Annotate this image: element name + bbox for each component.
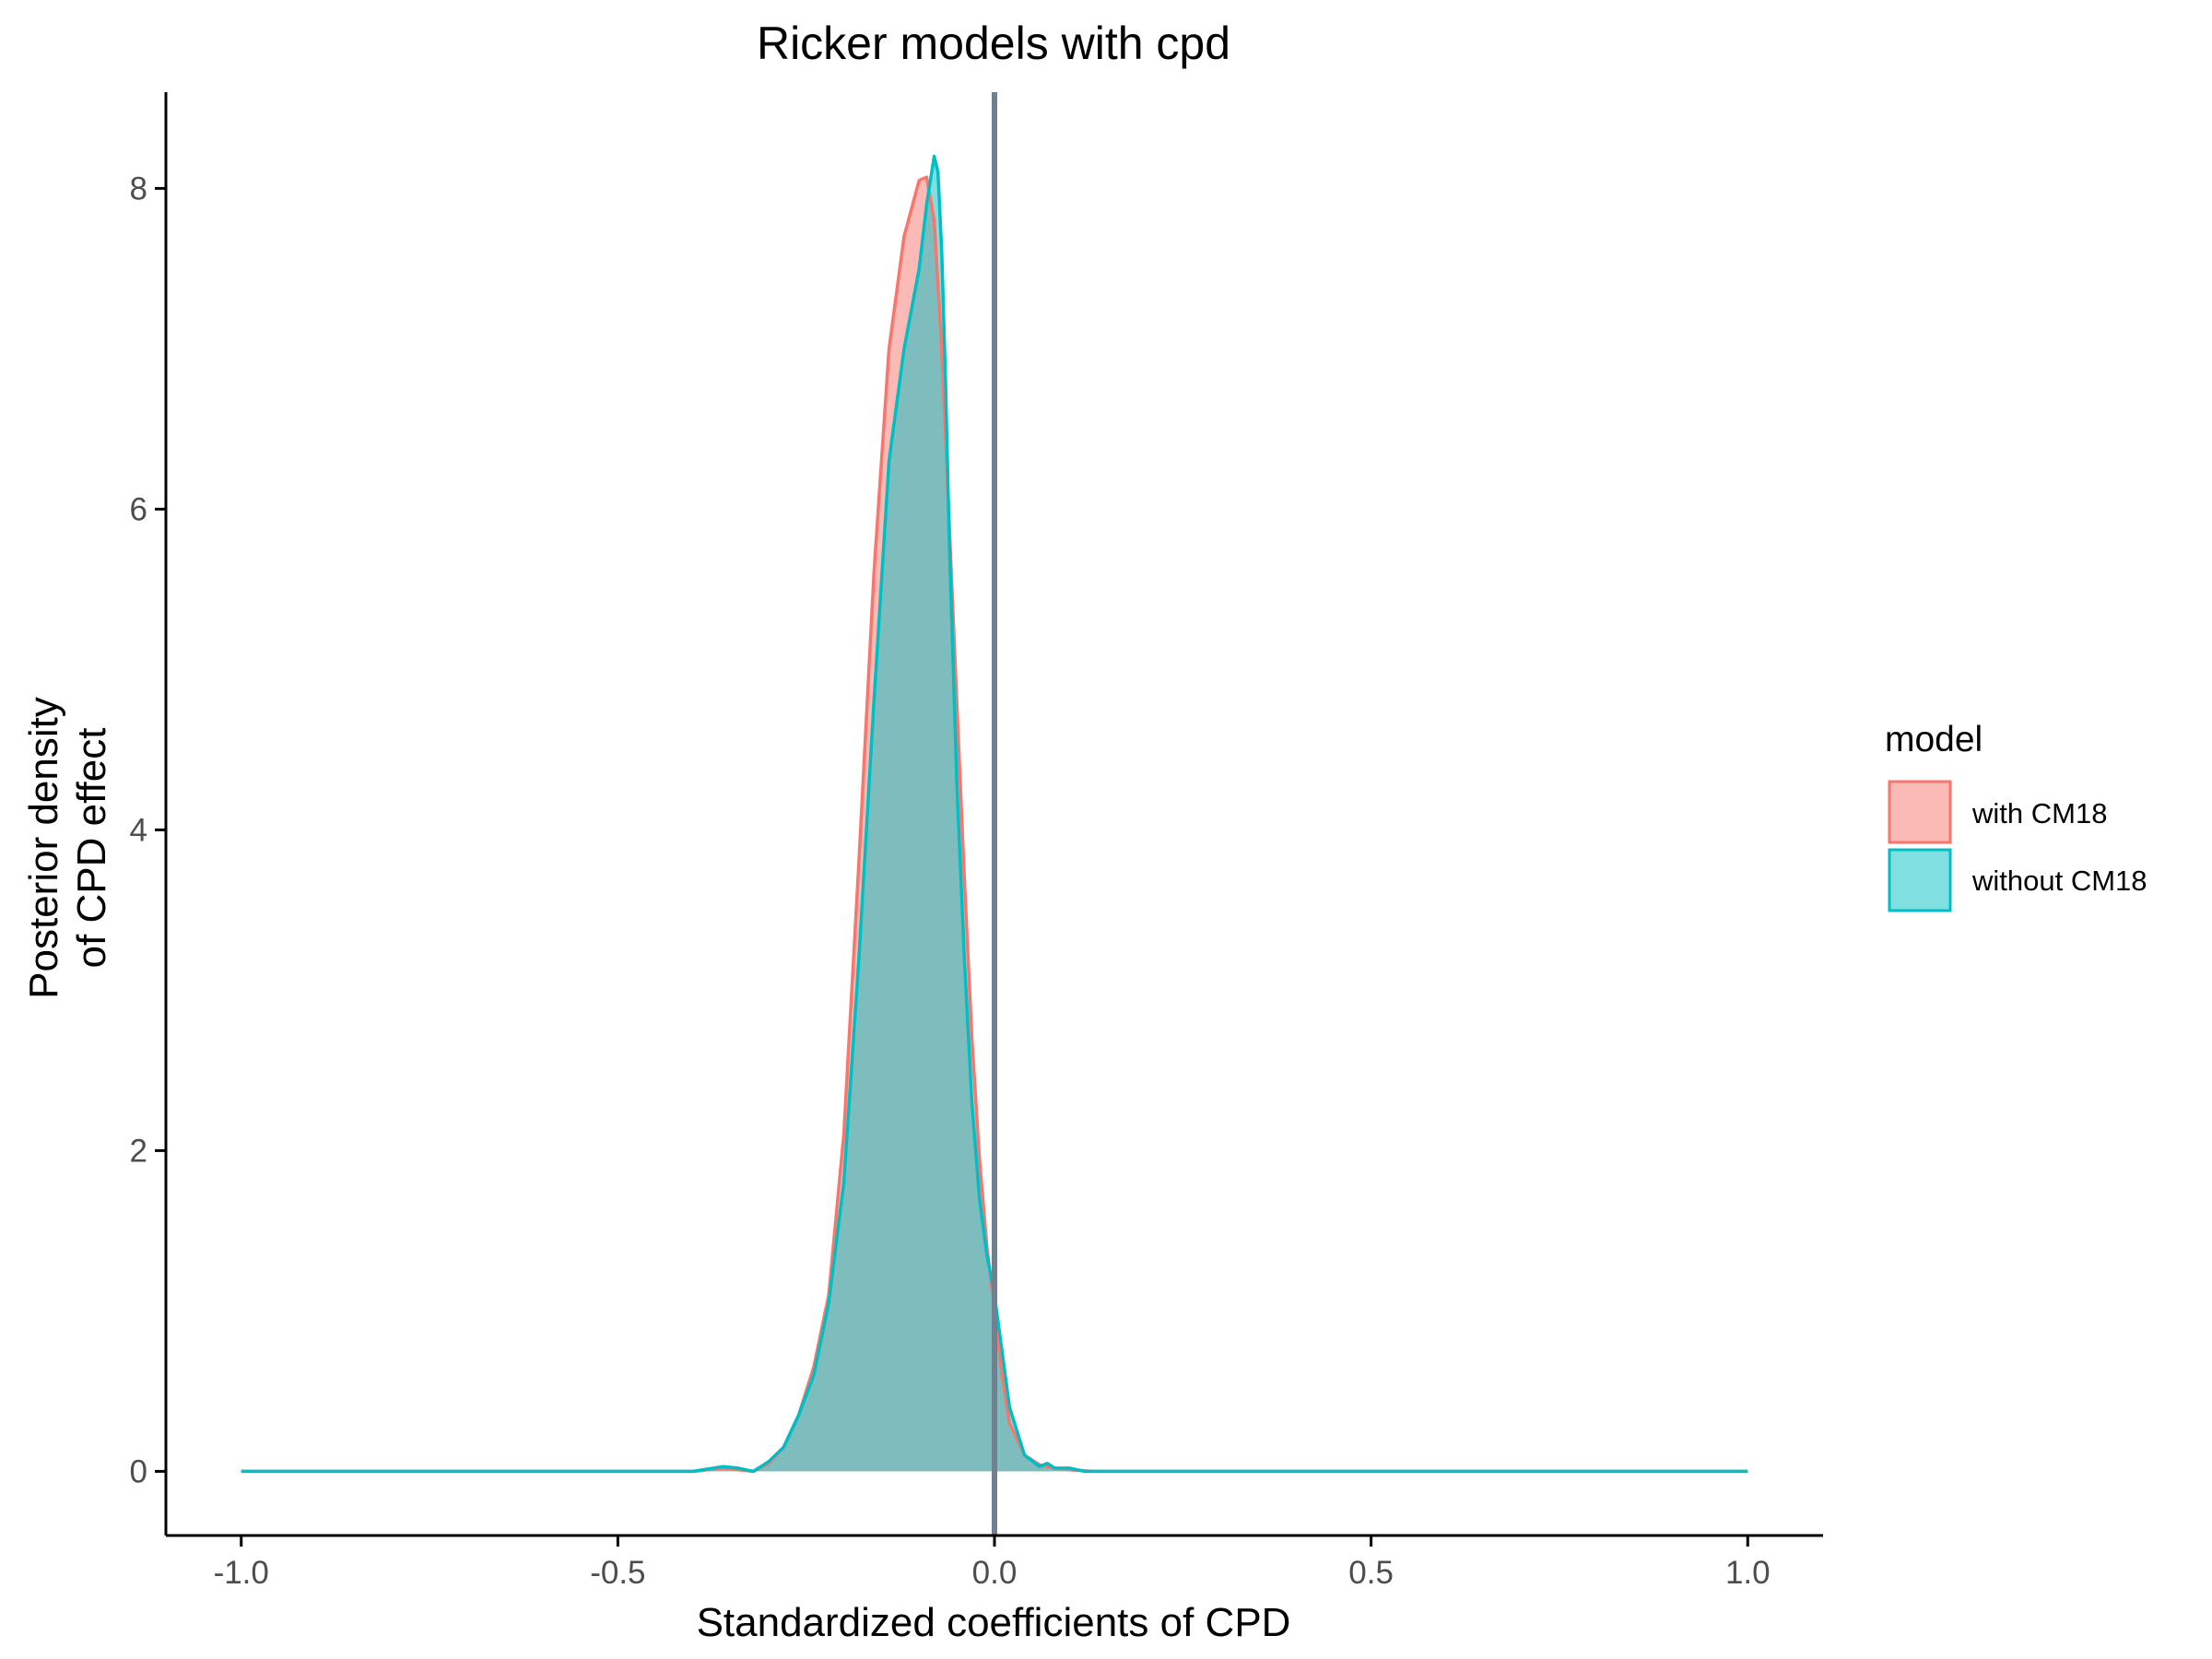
plot-area xyxy=(241,92,1748,1535)
y-tick-label: 2 xyxy=(130,1133,147,1169)
y-tick-label: 4 xyxy=(130,812,147,848)
y-axis-title-line-1: Posterior density xyxy=(21,697,66,999)
y-axis-title-line-2: of CPD effect xyxy=(69,728,114,969)
legend-key-without-cm18 xyxy=(1888,848,1952,912)
chart-title: Ricker models with cpd xyxy=(757,18,1230,69)
x-tick-label: 0.5 xyxy=(1348,1555,1394,1591)
legend-key-with-cm18 xyxy=(1888,780,1952,844)
x-tick-label: 1.0 xyxy=(1725,1555,1771,1591)
x-tick-label: -1.0 xyxy=(214,1555,269,1591)
density-line-without-cm18 xyxy=(241,154,1748,1474)
legend-label-with-cm18: with CM18 xyxy=(1971,797,2107,830)
y-axis-ticks: 0 2 4 6 8 xyxy=(130,171,166,1489)
x-tick-label: 0.0 xyxy=(972,1555,1018,1591)
y-tick-label: 0 xyxy=(130,1453,147,1489)
y-tick-label: 8 xyxy=(130,171,147,206)
legend-label-without-cm18: without CM18 xyxy=(1971,865,2147,897)
y-tick-label: 6 xyxy=(130,491,147,527)
x-axis-title: Standardized coefficients of CPD xyxy=(697,1600,1291,1645)
legend: model with CM18 without CM18 xyxy=(1885,720,2147,912)
x-axis-ticks: -1.0 -0.5 0.0 0.5 1.0 xyxy=(214,1535,1771,1591)
x-tick-label: -0.5 xyxy=(590,1555,645,1591)
legend-title: model xyxy=(1885,720,1983,759)
